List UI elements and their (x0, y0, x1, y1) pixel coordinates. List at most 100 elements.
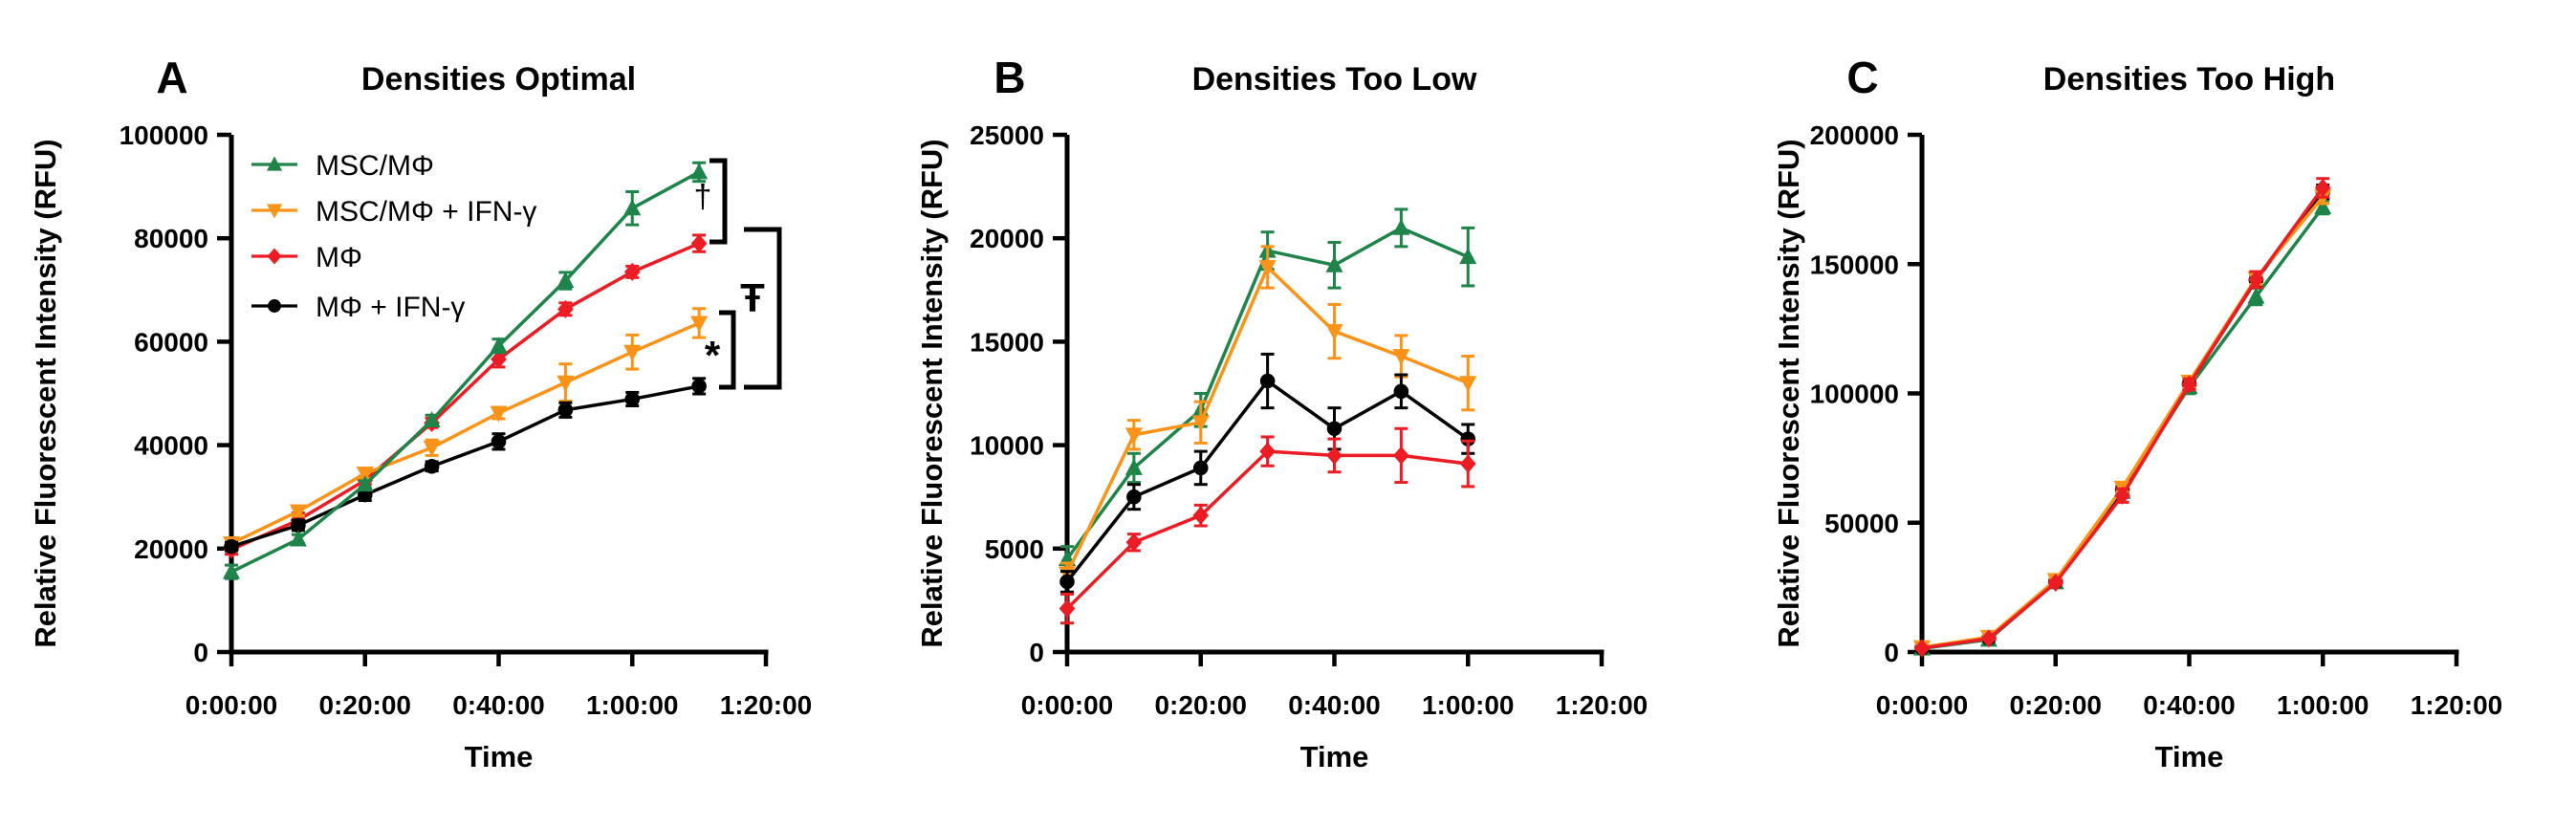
y-axis-title: Relative Fluorescent Intensity (RFU) (915, 139, 949, 647)
legend-label: MSC/MΦ + IFN-γ (316, 196, 536, 228)
data-point-marker (1459, 376, 1477, 393)
legend-item: MΦ (251, 242, 362, 273)
panel-title: Densities Optimal (361, 61, 636, 98)
data-point-marker (624, 391, 641, 407)
data-point-marker (1392, 218, 1410, 235)
data-point-marker (491, 434, 507, 449)
data-point-marker (291, 517, 306, 533)
data-point-marker (1459, 248, 1477, 265)
data-point-marker (557, 299, 574, 318)
data-point-marker (224, 538, 239, 555)
series-2 (1913, 177, 2331, 658)
panel-letter: A (156, 53, 187, 102)
x-tick-label: 0:00:00 (1021, 690, 1114, 720)
significance-symbol: * (705, 333, 721, 378)
series-0 (1912, 198, 2332, 656)
legend-item: MΦ + IFN-γ (251, 292, 465, 323)
data-point-marker (1124, 458, 1143, 475)
y-tick-label: 0 (193, 638, 208, 667)
data-point-marker (1460, 431, 1476, 446)
series-0 (222, 161, 709, 580)
data-point-marker (1913, 639, 1931, 658)
data-point-marker (2314, 198, 2332, 215)
legend-item: MSC/MΦ (251, 150, 434, 182)
series-3 (1914, 183, 2331, 656)
y-tick-label: 40000 (134, 431, 208, 461)
significance-annotation: * (705, 310, 736, 390)
significance-bracket (744, 227, 782, 390)
x-tick-label: 0:00:00 (186, 690, 278, 720)
data-point-marker (490, 405, 508, 423)
significance-annotation: † (694, 158, 728, 245)
y-axis-title: Relative Fluorescent Intensity (RFU) (29, 139, 62, 647)
series-line (1921, 195, 2325, 649)
data-point-marker (690, 234, 708, 253)
data-point-marker (1259, 442, 1276, 461)
data-point-marker (491, 350, 507, 369)
significance-symbol: Ŧ (740, 275, 765, 320)
series-line (230, 241, 700, 552)
data-point-marker (2181, 375, 2197, 394)
series-line (230, 170, 700, 574)
x-axis-title: Time (2155, 740, 2224, 773)
data-point-marker (1393, 446, 1409, 465)
x-tick-label: 0:20:00 (2009, 690, 2102, 720)
data-point-marker (557, 375, 575, 392)
panel-b-densities-too-low: B Densities Too Low 0 5000 10000 15000 20000 25… (915, 53, 1648, 773)
data-point-marker (1125, 533, 1143, 552)
significance-bracket (709, 158, 728, 245)
data-point-marker (2047, 574, 2064, 593)
data-point-marker (1258, 260, 1277, 276)
y-tick-label: 0 (1029, 638, 1044, 667)
data-point-marker (690, 163, 709, 180)
x-tick-label: 1:20:00 (1556, 690, 1648, 720)
y-tick-label: 60000 (134, 327, 208, 357)
series-line (230, 321, 700, 545)
x-tick-label: 0:40:00 (1288, 690, 1381, 720)
series-line (1921, 186, 2325, 650)
data-point-marker (490, 337, 508, 354)
x-axis-title: Time (465, 740, 534, 773)
x-tick-label: 0:40:00 (452, 690, 545, 720)
panel-letter: C (1846, 53, 1878, 102)
x-tick-label: 0:20:00 (318, 690, 411, 720)
data-point-marker (1259, 373, 1276, 389)
data-point-marker (1059, 574, 1075, 590)
y-axis-title: Relative Fluorescent Intensity (RFU) (1772, 139, 1805, 647)
legend-label: MSC/MΦ (316, 150, 434, 182)
data-point-marker (289, 504, 307, 521)
data-point-marker (1192, 460, 1209, 476)
x-tick-label: 1:00:00 (586, 690, 679, 720)
series-3 (224, 377, 707, 555)
data-point-marker (1059, 599, 1076, 619)
data-point-marker (623, 262, 641, 281)
data-point-marker (1325, 255, 1343, 272)
y-tick-label: 80000 (134, 224, 208, 253)
x-tick-label: 1:20:00 (720, 690, 813, 720)
data-point-marker (1325, 324, 1343, 341)
data-point-marker (1126, 489, 1142, 505)
legend-marker (267, 248, 282, 265)
data-point-marker (1326, 446, 1343, 465)
y-tick-label: 200000 (1810, 120, 1899, 150)
y-tick-label: 25000 (970, 120, 1044, 150)
x-tick-label: 0:00:00 (1876, 690, 1969, 720)
data-point-marker (557, 403, 574, 418)
axes (1064, 135, 1605, 655)
x-tick-label: 1:00:00 (1422, 690, 1515, 720)
legend-item: MSC/MΦ + IFN-γ (251, 196, 536, 228)
significance-annotation: Ŧ (740, 227, 782, 390)
x-tick-label: 0:40:00 (2143, 690, 2236, 720)
data-point-marker (1192, 506, 1210, 525)
y-tick-label: 0 (1884, 638, 1899, 667)
panel-title: Densities Too Low (1192, 61, 1477, 98)
series-line (230, 384, 700, 549)
panel-letter: B (993, 53, 1025, 102)
data-point-marker (690, 316, 709, 333)
series-line (1921, 190, 2325, 650)
data-point-marker (1459, 454, 1476, 473)
y-tick-label: 50000 (1824, 509, 1899, 538)
data-point-marker (623, 199, 642, 216)
data-point-marker (1392, 349, 1410, 366)
series-3 (1059, 352, 1476, 594)
